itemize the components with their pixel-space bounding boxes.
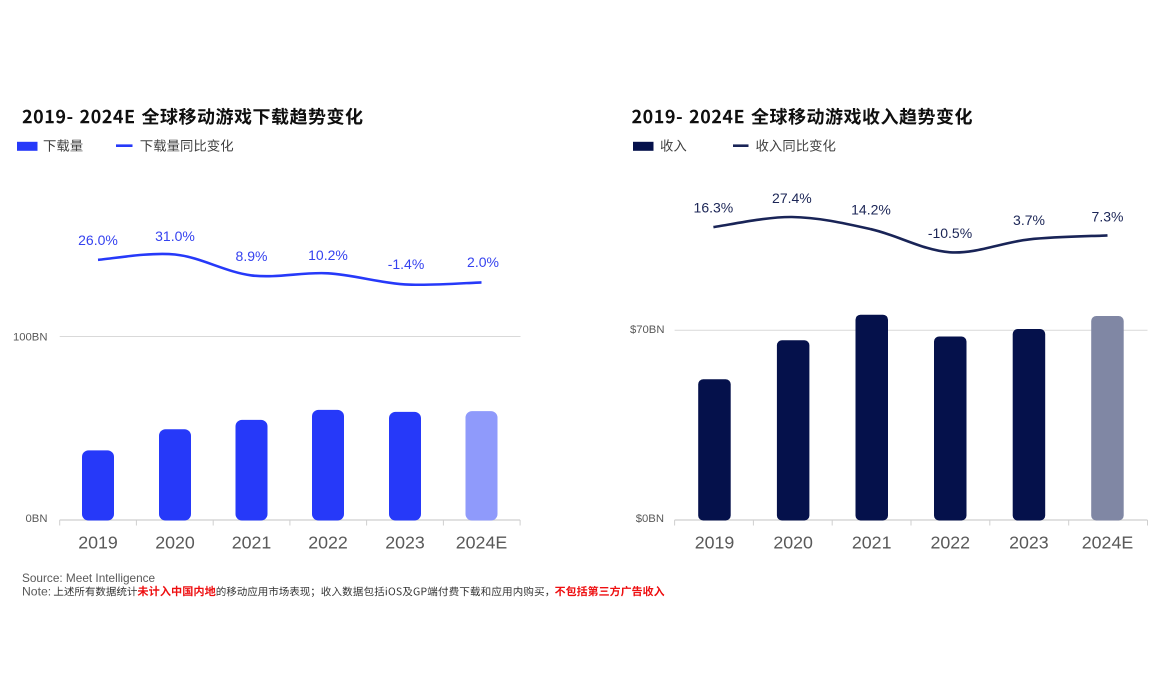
svg-text:31.0%: 31.0%: [155, 228, 195, 244]
svg-text:2.0%: 2.0%: [467, 254, 499, 270]
svg-text:2023: 2023: [1009, 533, 1049, 553]
svg-text:Note:: Note:: [22, 584, 51, 598]
svg-text:26.0%: 26.0%: [78, 232, 118, 248]
svg-text:14.2%: 14.2%: [851, 201, 891, 217]
svg-text:2020: 2020: [773, 533, 813, 553]
svg-text:2024E: 2024E: [1082, 533, 1134, 553]
svg-text:2022: 2022: [931, 533, 971, 553]
svg-text:0BN: 0BN: [26, 513, 48, 525]
svg-text:16.3%: 16.3%: [694, 200, 734, 216]
svg-text:7.3%: 7.3%: [1092, 208, 1124, 224]
svg-text:2024E: 2024E: [456, 533, 508, 553]
svg-text:2022: 2022: [308, 533, 348, 553]
svg-text:100BN: 100BN: [13, 332, 48, 344]
svg-text:Source: Meet Intelligence: Source: Meet Intelligence: [22, 571, 156, 585]
svg-text:-1.4%: -1.4%: [388, 256, 425, 272]
svg-text:2019: 2019: [695, 533, 735, 553]
svg-text:3.7%: 3.7%: [1013, 212, 1045, 228]
svg-text:2019: 2019: [78, 533, 118, 553]
svg-text:2023: 2023: [385, 533, 425, 553]
svg-text:$0BN: $0BN: [636, 513, 664, 525]
svg-text:27.4%: 27.4%: [772, 190, 812, 206]
svg-text:-10.5%: -10.5%: [928, 225, 972, 241]
svg-text:2021: 2021: [232, 533, 272, 553]
svg-text:8.9%: 8.9%: [236, 248, 268, 264]
svg-text:$70BN: $70BN: [630, 324, 665, 336]
svg-text:10.2%: 10.2%: [308, 247, 348, 263]
svg-text:2020: 2020: [155, 533, 195, 553]
svg-text:2021: 2021: [852, 533, 892, 553]
